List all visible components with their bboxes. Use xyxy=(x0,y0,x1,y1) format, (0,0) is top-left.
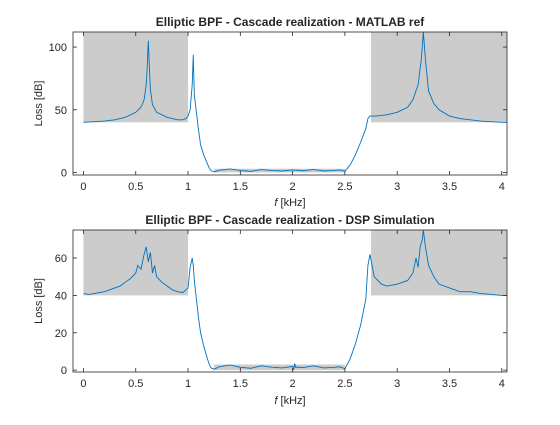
plot-title: Elliptic BPF - Cascade realization - DSP… xyxy=(145,213,434,227)
x-axis-variable: f xyxy=(274,395,278,407)
spec-region xyxy=(83,32,189,123)
y-tick-label: 20 xyxy=(55,328,67,340)
x-tick-label: 2.5 xyxy=(337,378,352,390)
x-tick-label: 0 xyxy=(80,181,86,193)
spec-region xyxy=(371,32,507,123)
x-ticks: 0 0.5 1 1.5 2 2.5 3 3.5 4 xyxy=(80,230,505,390)
x-axis-unit: [kHz] xyxy=(281,197,306,209)
y-axis-label: Loss [dB] xyxy=(33,278,45,324)
x-tick-label: 4 xyxy=(499,181,505,193)
x-tick-label: 4 xyxy=(499,378,505,390)
x-tick-label: 1.5 xyxy=(233,181,248,193)
x-ticks: 0 0.5 1 1.5 2 2.5 3 3.5 4 xyxy=(80,32,505,193)
subplot-1: 0 0.5 1 1.5 2 2.5 3 3.5 4 0 50 100 Elliptic BPF - … xyxy=(33,15,508,209)
x-tick-label: 3.5 xyxy=(442,181,457,193)
y-tick-label: 50 xyxy=(55,105,67,117)
plot-title: Elliptic BPF - Cascade realization - MAT… xyxy=(156,15,425,29)
x-tick-label: 0.5 xyxy=(128,378,143,390)
y-ticks: 0 50 100 xyxy=(49,42,507,179)
axes-box xyxy=(72,31,508,176)
axes-box xyxy=(72,229,508,373)
y-ticks: 0 20 40 60 xyxy=(55,253,507,377)
subplot-2: 0 0.5 1 1.5 2 2.5 3 3.5 4 0 20 40 60 Elliptic BPF -… xyxy=(33,213,508,407)
x-tick-label: 3.5 xyxy=(442,378,457,390)
x-tick-label: 1 xyxy=(185,378,191,390)
spec-region xyxy=(83,230,189,296)
loss-curve-line xyxy=(83,31,507,173)
y-axis-label: Loss [dB] xyxy=(33,81,45,127)
spec-regions xyxy=(83,32,507,173)
x-tick-label: 0.5 xyxy=(128,181,143,193)
x-tick-label: 3 xyxy=(394,378,400,390)
y-tick-label: 0 xyxy=(61,365,67,377)
x-axis-label: f [kHz] xyxy=(274,197,305,209)
y-tick-label: 100 xyxy=(49,42,67,54)
x-tick-label: 0 xyxy=(80,378,86,390)
x-axis-label: f [kHz] xyxy=(274,395,305,407)
x-axis-variable: f xyxy=(274,197,278,209)
x-tick-label: 2 xyxy=(290,181,296,193)
x-tick-label: 2.5 xyxy=(337,181,352,193)
y-tick-label: 60 xyxy=(55,253,67,265)
x-tick-label: 1 xyxy=(185,181,191,193)
x-tick-label: 1.5 xyxy=(233,378,248,390)
x-axis-unit: [kHz] xyxy=(281,395,306,407)
x-tick-label: 3 xyxy=(394,181,400,193)
y-tick-label: 40 xyxy=(55,290,67,302)
loss-curve-line xyxy=(83,229,507,372)
x-tick-label: 2 xyxy=(290,378,296,390)
y-tick-label: 0 xyxy=(61,167,67,179)
